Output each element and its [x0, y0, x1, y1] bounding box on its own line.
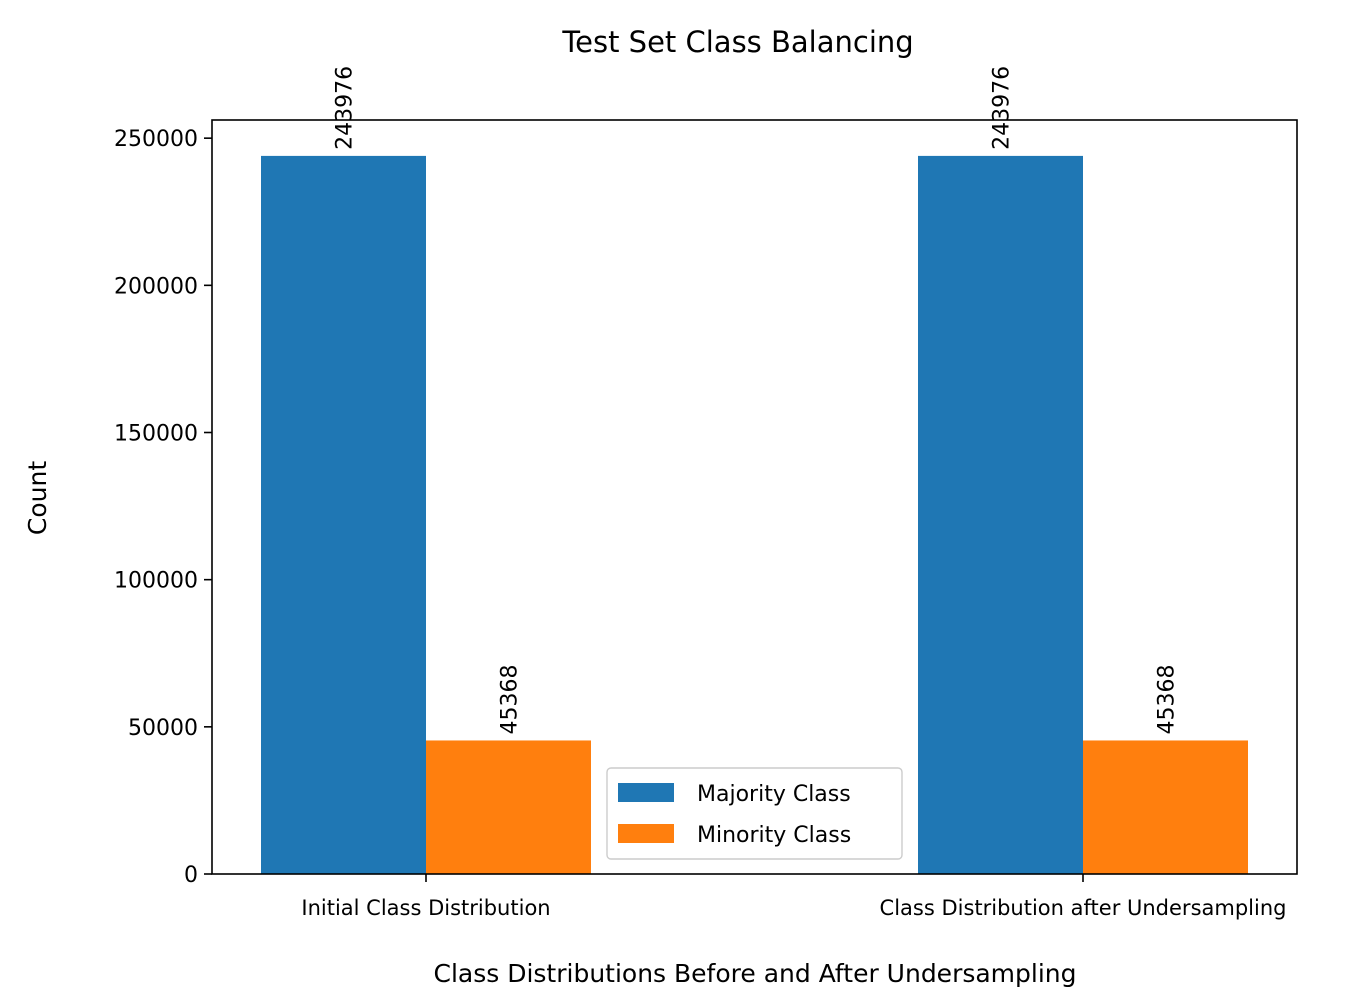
legend-swatch-minority — [618, 824, 674, 843]
y-tick-label: 250000 — [114, 127, 198, 152]
y-tick-label: 50000 — [128, 716, 198, 741]
bar-minority-1 — [1083, 740, 1248, 874]
bar-value-label: 243976 — [990, 66, 1015, 150]
bar-majority-0 — [261, 155, 426, 874]
x-tick-label: Initial Class Distribution — [301, 896, 550, 920]
x-axis-label: Class Distributions Before and After Und… — [433, 959, 1076, 988]
x-axis-ticks: Initial Class Distribution Class Distribu… — [301, 874, 1286, 920]
y-tick-label: 100000 — [114, 569, 198, 594]
legend-label-minority: Minority Class — [697, 823, 851, 848]
bar-value-label: 243976 — [333, 66, 358, 150]
bar-minority-0 — [426, 740, 591, 874]
chart-title: Test Set Class Balancing — [561, 25, 913, 59]
plot-frame — [211, 119, 1298, 875]
x-tick-label: Class Distribution after Undersampling — [880, 896, 1287, 920]
legend-label-majority: Majority Class — [697, 782, 851, 807]
bars-group — [261, 155, 1248, 874]
bar-value-label: 45368 — [498, 664, 523, 734]
y-tick-label: 0 — [184, 863, 198, 888]
y-tick-label: 150000 — [114, 422, 198, 447]
legend-box — [606, 767, 903, 860]
bar-labels-group: 243976 243976 45368 45368 — [333, 66, 1180, 735]
legend: Majority Class Minority Class — [606, 767, 903, 860]
legend-swatch-majority — [618, 783, 674, 802]
y-axis-label: Count — [23, 461, 52, 535]
y-tick-label: 200000 — [114, 274, 198, 299]
bar-majority-1 — [918, 155, 1083, 874]
y-axis-ticks: 0 50000 100000 150000 200000 250000 — [114, 127, 212, 888]
bar-value-label: 45368 — [1155, 664, 1180, 734]
